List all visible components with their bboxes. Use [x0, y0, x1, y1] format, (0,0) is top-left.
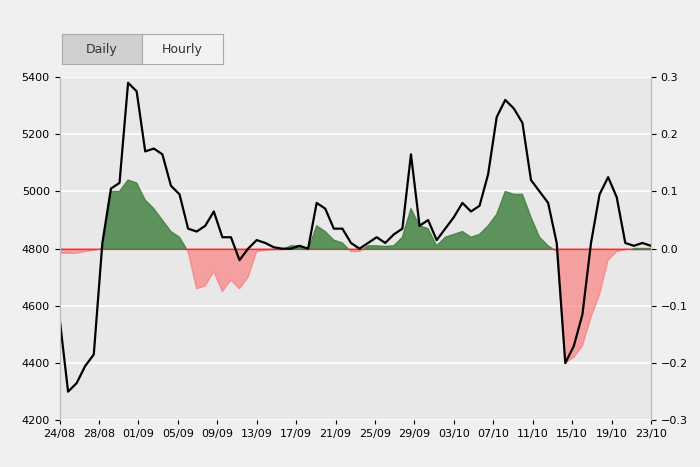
Text: Daily: Daily: [86, 43, 118, 56]
Text: Hourly: Hourly: [162, 43, 203, 56]
